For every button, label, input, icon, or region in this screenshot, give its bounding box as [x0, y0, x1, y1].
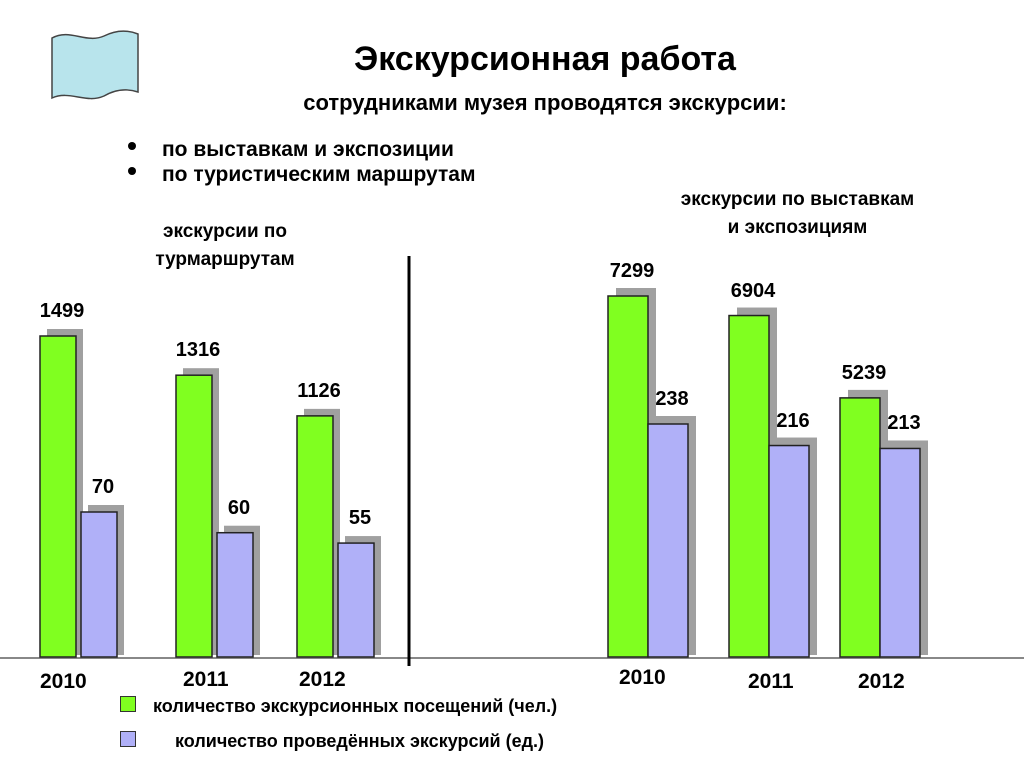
bar-tours [647, 423, 689, 658]
bar-tours [879, 447, 921, 658]
chart-title-tours: экскурсии по турмаршрутам [110, 218, 340, 274]
data-label-visits: 5239 [841, 361, 887, 384]
chart-title-exhibitions: экскурсии по выставкам и экспозициям [620, 186, 975, 242]
data-label-tours: 60 [227, 496, 251, 519]
bar-visits [839, 397, 881, 658]
bullet-item: по выставкам и экспозиции [128, 138, 454, 162]
bar-visits [175, 374, 213, 658]
bar-tours [216, 531, 254, 658]
year-label: 2011 [183, 668, 229, 691]
page-title: Экскурсионная работа [354, 40, 736, 78]
bar-tours [768, 444, 810, 658]
bullet-text: по выставкам и экспозиции [162, 138, 454, 161]
data-label-tours: 216 [776, 409, 810, 432]
data-label-tours: 70 [91, 476, 115, 498]
legend-label-tours: количество проведённых экскурсий (ед.) [175, 731, 545, 751]
chart-title-line: и экспозициям [727, 217, 868, 238]
data-label-visits: 7299 [609, 260, 655, 282]
bar-visits [39, 335, 77, 658]
data-label-visits: 1126 [297, 379, 341, 402]
year-label: 2010 [40, 670, 87, 693]
bar-tours [80, 511, 118, 658]
legend-item-tours: количество проведённых экскурсий (ед.) [120, 731, 544, 752]
year-label: 2011 [748, 670, 794, 693]
legend-item-visits: количество экскурсионных посещений (чел.… [120, 696, 557, 717]
bullet-item: по туристическим маршрутам [128, 163, 475, 187]
data-label-visits: 6904 [730, 279, 776, 302]
bullet-text: по туристическим маршрутам [162, 163, 476, 186]
chart-title-line: экскурсии по выставкам [680, 189, 915, 210]
data-label-visits: 1499 [39, 300, 85, 322]
legend-swatch-tours [120, 731, 136, 748]
bar-visits [607, 295, 649, 658]
year-label: 2010 [619, 666, 666, 689]
chart-title-line: турмаршрутам [155, 249, 295, 270]
chart-title-line: экскурсии по [162, 221, 288, 242]
year-label: 2012 [858, 670, 905, 693]
bullet-dot-icon [128, 142, 136, 151]
year-label: 2012 [299, 668, 346, 691]
bar-tours [337, 542, 375, 658]
bullet-dot-icon [128, 167, 136, 176]
page-subtitle: сотрудниками музея проводятся экскурсии: [303, 90, 787, 115]
data-label-tours: 213 [887, 412, 921, 435]
legend-label-visits: количество экскурсионных посещений (чел.… [153, 696, 558, 716]
data-label-tours: 238 [655, 388, 689, 410]
bar-visits [728, 314, 770, 658]
data-label-tours: 55 [348, 507, 372, 530]
bar-visits [296, 415, 334, 658]
legend-swatch-visits [120, 696, 136, 713]
data-label-visits: 1316 [175, 339, 221, 362]
